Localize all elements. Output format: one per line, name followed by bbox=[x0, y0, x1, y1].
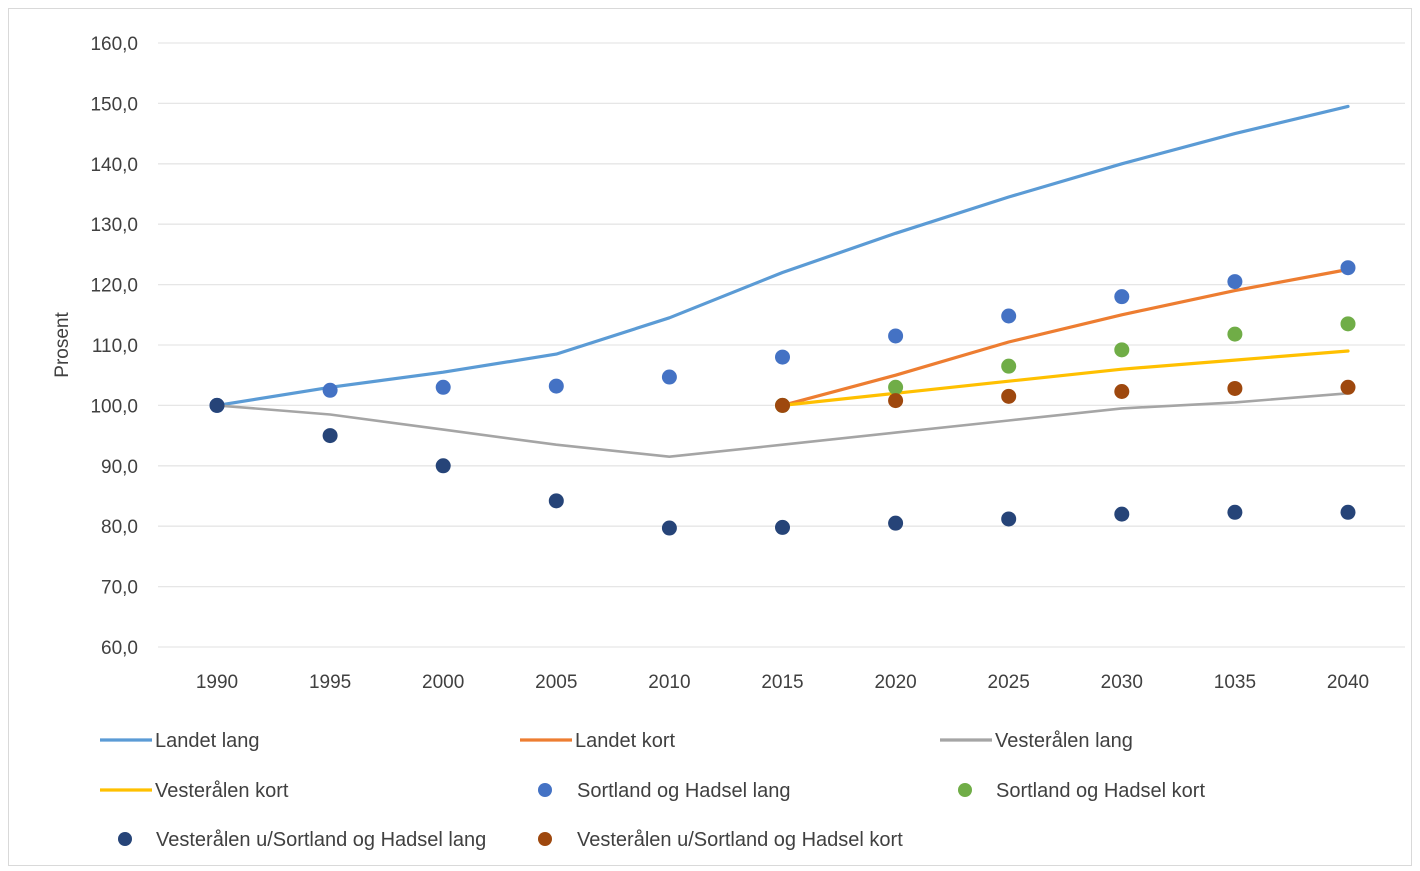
data-point bbox=[548, 378, 564, 394]
chart-frame bbox=[8, 8, 1412, 866]
series-line-1 bbox=[780, 267, 1350, 407]
x-tick-label: 1995 bbox=[309, 672, 351, 693]
y-tick-label: 120,0 bbox=[90, 276, 138, 297]
legend-label: Vesterålen u/Sortland og Hadsel lang bbox=[156, 829, 486, 851]
x-tick-label: 1035 bbox=[1214, 672, 1256, 693]
x-tick-label: 2030 bbox=[1101, 672, 1143, 693]
legend-item: Landet kort bbox=[520, 730, 676, 752]
x-tick-label: 2010 bbox=[648, 672, 690, 693]
y-tick-label: 60,0 bbox=[101, 638, 138, 659]
series-line-2 bbox=[215, 391, 1350, 459]
y-tick-label: 140,0 bbox=[90, 155, 138, 176]
data-point bbox=[435, 458, 451, 474]
x-tick-label: 2000 bbox=[422, 672, 464, 693]
data-point bbox=[1001, 388, 1017, 404]
legend-marker-swatch bbox=[958, 783, 972, 797]
series-points bbox=[209, 260, 1356, 536]
y-tick-label: 130,0 bbox=[90, 215, 138, 236]
data-point bbox=[1001, 511, 1017, 527]
data-point bbox=[888, 379, 904, 395]
data-point bbox=[661, 520, 677, 536]
legend-label: Landet kort bbox=[575, 730, 676, 752]
legend-item: Sortland og Hadsel lang bbox=[538, 780, 790, 802]
legend-label: Sortland og Hadsel lang bbox=[577, 780, 790, 802]
legend-marker-swatch bbox=[538, 832, 552, 846]
legend-label: Vesterålen kort bbox=[155, 780, 289, 802]
data-point bbox=[775, 397, 790, 413]
series-lines bbox=[215, 104, 1350, 459]
series-line-3 bbox=[780, 349, 1350, 407]
legend-item: Vesterålen u/Sortland og Hadsel kort bbox=[538, 829, 903, 851]
data-point bbox=[1227, 326, 1243, 342]
data-point bbox=[1114, 342, 1130, 358]
y-tick-label: 100,0 bbox=[90, 396, 138, 417]
grid-lines bbox=[158, 42, 1405, 648]
data-point bbox=[888, 328, 904, 344]
data-point bbox=[1340, 379, 1356, 395]
data-point bbox=[888, 515, 904, 531]
legend-marker-swatch bbox=[538, 783, 552, 797]
x-tick-label: 1990 bbox=[196, 672, 238, 693]
x-tick-label: 2015 bbox=[761, 672, 803, 693]
legend: Landet lang Landet kort Vesterålen lang Ves… bbox=[100, 730, 1205, 851]
data-point bbox=[322, 382, 338, 398]
y-tick-label: 70,0 bbox=[101, 578, 138, 599]
legend-label: Sortland og Hadsel kort bbox=[996, 780, 1205, 802]
x-tick-label: 2005 bbox=[535, 672, 577, 693]
data-point bbox=[888, 393, 904, 409]
y-tick-label: 150,0 bbox=[90, 94, 138, 115]
x-tick-label: 2020 bbox=[874, 672, 916, 693]
data-point bbox=[435, 379, 451, 395]
y-tick-label: 80,0 bbox=[101, 517, 138, 538]
legend-label: Vesterålen lang bbox=[995, 730, 1133, 752]
data-point bbox=[1114, 506, 1130, 522]
data-point bbox=[1001, 358, 1017, 374]
legend-item: Vesterålen lang bbox=[940, 730, 1133, 752]
y-tick-label: 110,0 bbox=[92, 336, 138, 357]
data-point bbox=[1001, 308, 1017, 324]
legend-item: Sortland og Hadsel kort bbox=[958, 780, 1205, 802]
data-point bbox=[1227, 380, 1243, 396]
y-tick-label: 90,0 bbox=[101, 457, 138, 478]
legend-label: Landet lang bbox=[155, 730, 260, 752]
y-axis-label: Prosent bbox=[52, 312, 73, 378]
data-point bbox=[548, 493, 564, 509]
y-tick-label: 160,0 bbox=[90, 34, 138, 55]
data-point bbox=[661, 369, 677, 385]
data-point bbox=[209, 397, 225, 413]
x-tick-label: 2025 bbox=[988, 672, 1030, 693]
data-point bbox=[1340, 316, 1356, 332]
legend-item: Vesterålen u/Sortland og Hadsel lang bbox=[118, 829, 486, 851]
data-point bbox=[1340, 504, 1356, 520]
y-axis: 60,0 70,0 80,0 90,0 100,0 110,0 120,0 130,0 140,… bbox=[90, 34, 138, 659]
data-point bbox=[775, 519, 790, 535]
data-point bbox=[1114, 384, 1130, 400]
legend-label: Vesterålen u/Sortland og Hadsel kort bbox=[577, 829, 903, 851]
x-axis: 1990 1995 2000 2005 2010 2015 2020 2025 2030 1035… bbox=[196, 672, 1369, 693]
data-point bbox=[1114, 289, 1130, 305]
series-line-0 bbox=[215, 104, 1350, 407]
legend-item: Landet lang bbox=[100, 730, 260, 752]
data-point bbox=[1227, 504, 1243, 520]
legend-marker-swatch bbox=[118, 832, 132, 846]
data-point bbox=[1227, 274, 1243, 290]
legend-item: Vesterålen kort bbox=[100, 780, 289, 802]
x-tick-label: 2040 bbox=[1327, 672, 1369, 693]
data-point bbox=[775, 349, 790, 365]
data-point bbox=[1340, 260, 1356, 276]
data-point bbox=[322, 428, 338, 444]
